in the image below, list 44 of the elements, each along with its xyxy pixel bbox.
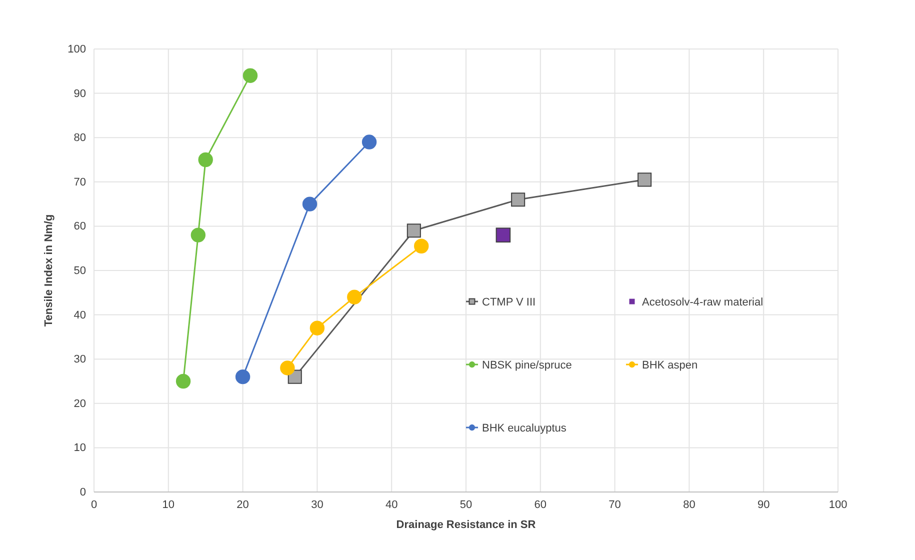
y-tick-label: 60 <box>74 220 86 233</box>
point <box>280 360 295 376</box>
legend-label: CTMP V III <box>482 296 536 309</box>
point <box>511 192 526 207</box>
point <box>310 320 325 336</box>
x-tick-label: 70 <box>608 498 621 511</box>
point <box>302 196 318 212</box>
x-tick-label: 50 <box>460 498 472 511</box>
y-tick-label: 0 <box>80 486 86 499</box>
y-tick-label: 30 <box>74 354 86 366</box>
x-tick-label: 100 <box>828 498 848 511</box>
x-tick-label: 30 <box>311 498 324 511</box>
x-tick-label: 90 <box>757 498 770 511</box>
x-tick-label: 0 <box>90 498 98 511</box>
x-tick-label: 20 <box>236 498 249 511</box>
y-tick-label: 100 <box>68 44 86 56</box>
point <box>347 290 362 304</box>
point <box>406 224 421 238</box>
point <box>362 134 377 150</box>
x-tick-label: 60 <box>534 498 547 511</box>
point <box>176 374 191 389</box>
point <box>414 238 429 254</box>
point <box>496 228 511 242</box>
legend-label: BHK aspen <box>642 360 698 372</box>
x-tick-label: 80 <box>683 498 696 511</box>
y-tick-label: 20 <box>74 398 86 410</box>
x-tick-label: 10 <box>162 498 175 511</box>
point <box>638 172 652 187</box>
x-axis-title: Drainage Resistance in SR <box>396 519 536 531</box>
y-tick-label: 90 <box>74 88 86 100</box>
y-tick-label: 10 <box>74 442 86 454</box>
x-tick-label: 40 <box>385 498 398 511</box>
legend-label: NBSK pine/spruce <box>482 360 572 372</box>
point <box>235 369 250 384</box>
point <box>190 228 206 242</box>
legend-label: Acetosolv-4-raw material <box>642 296 764 309</box>
point <box>198 152 213 168</box>
y-tick-label: 50 <box>74 265 86 278</box>
legend-label: BHK eucaluyptus <box>482 422 567 435</box>
y-tick-label: 40 <box>74 309 86 322</box>
y-axis-title: Tensile Index in Nm/g <box>43 214 55 327</box>
y-tick-label: 80 <box>74 132 86 144</box>
y-tick-label: 70 <box>74 176 86 188</box>
point <box>242 68 258 83</box>
